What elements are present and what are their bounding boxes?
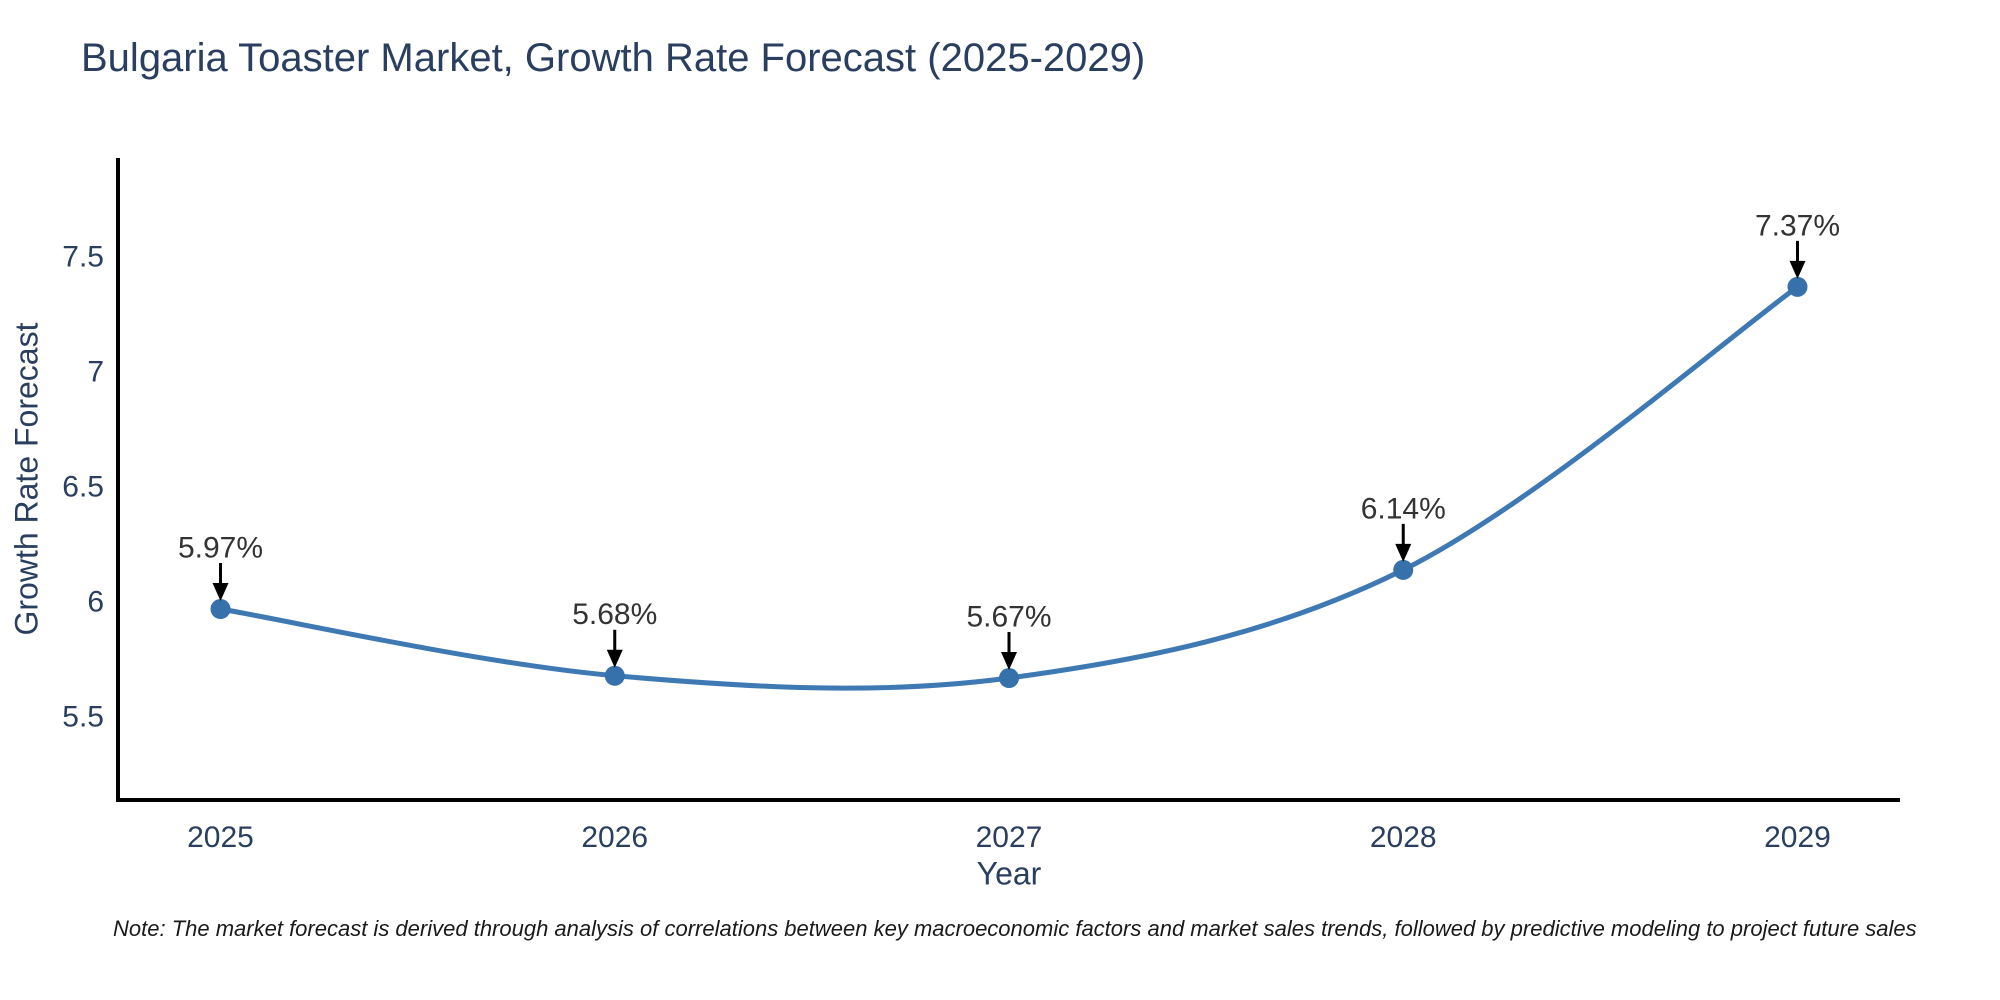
- data-point-label: 6.14%: [1361, 492, 1446, 525]
- data-point-marker: [210, 599, 231, 620]
- annotation-arrowhead-icon: [212, 583, 229, 602]
- x-tick-label: 2029: [1764, 821, 1831, 854]
- y-tick-label: 6: [87, 586, 104, 619]
- data-point-marker: [1787, 276, 1808, 297]
- y-tick-label: 5.5: [62, 701, 104, 734]
- footnote: Note: The market forecast is derived thr…: [113, 916, 1917, 941]
- data-point-marker: [999, 668, 1019, 689]
- x-tick-label: 2026: [581, 821, 648, 854]
- x-tick-label: 2028: [1370, 821, 1437, 854]
- chart-title: Bulgaria Toaster Market, Growth Rate For…: [81, 36, 1146, 80]
- annotation-arrowhead-icon: [1789, 260, 1806, 279]
- x-tick-label: 2025: [187, 821, 254, 854]
- y-tick-label: 6.5: [62, 471, 104, 504]
- data-point-marker: [604, 665, 625, 686]
- data-point-label: 7.37%: [1755, 209, 1840, 242]
- data-point-marker: [1393, 559, 1414, 580]
- data-point-label: 5.67%: [966, 601, 1051, 634]
- y-tick-label: 7: [87, 356, 104, 389]
- data-point-label: 5.68%: [572, 598, 657, 631]
- y-tick-label: 7.5: [62, 240, 104, 273]
- annotation-arrowhead-icon: [606, 649, 623, 668]
- annotation-arrowhead-icon: [1001, 652, 1017, 671]
- x-tick-label: 2027: [976, 821, 1043, 854]
- data-point-label: 5.97%: [178, 532, 263, 565]
- x-axis-title: Year: [976, 855, 1042, 892]
- annotation-arrowhead-icon: [1395, 543, 1412, 562]
